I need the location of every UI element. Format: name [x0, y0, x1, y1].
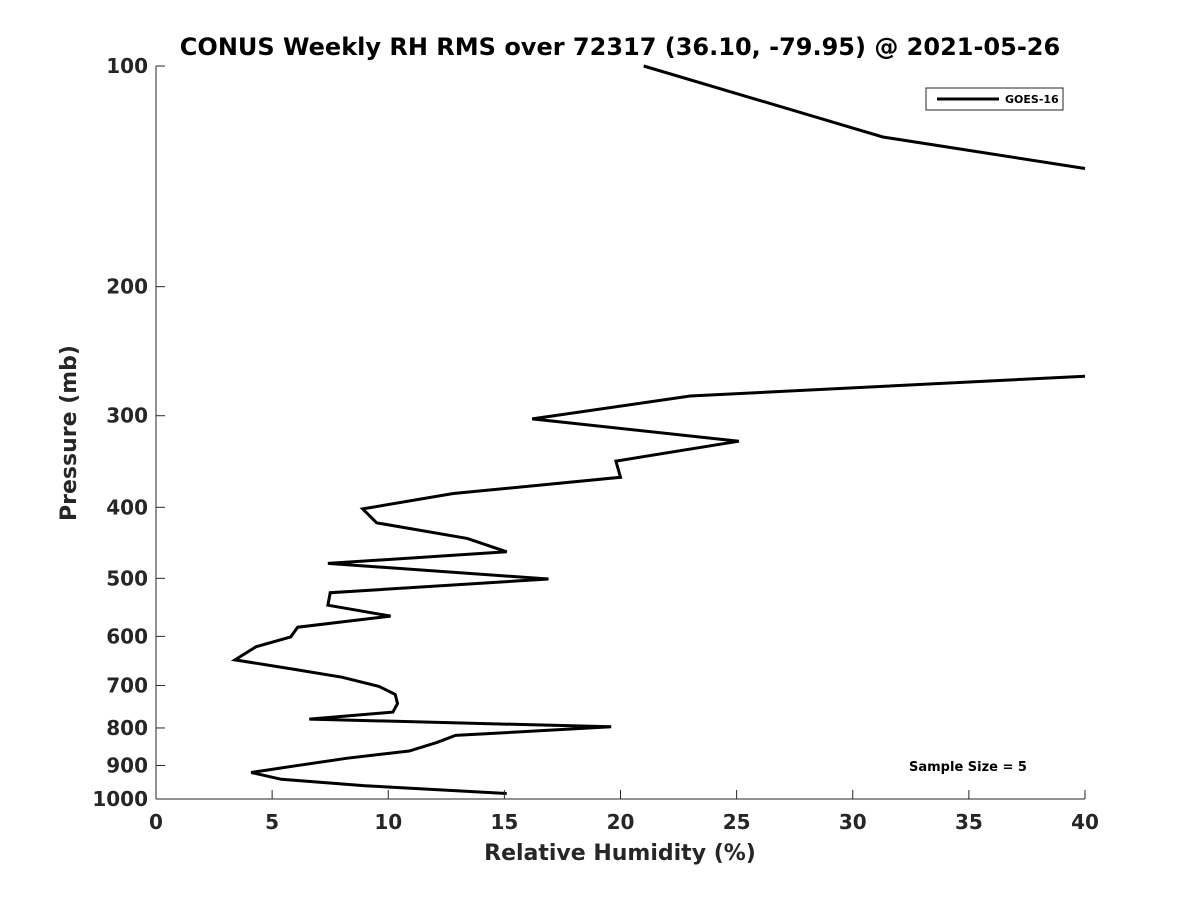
x-tick-label: 30 — [839, 810, 867, 834]
x-axis-label: Relative Humidity (%) — [484, 841, 756, 866]
x-ticks: 0 5 10 15 20 25 30 35 40 — [149, 790, 1099, 834]
y-tick-label: 500 — [106, 566, 148, 590]
y-tick-label: 900 — [106, 753, 148, 777]
sample-size-annotation: Sample Size = 5 — [909, 760, 1027, 775]
series-layer — [230, 64, 1086, 795]
y-tick-label: 400 — [106, 495, 148, 519]
y-tick-label: 100 — [106, 54, 148, 78]
y-ticks: 100 200 300 400 500 600 700 800 900 1000 — [92, 54, 165, 811]
y-tick-label: 600 — [106, 624, 148, 648]
chart-title: CONUS Weekly RH RMS over 72317 (36.10, -… — [180, 33, 1060, 61]
plot-background — [156, 66, 1085, 799]
y-axis-label: Pressure (mb) — [57, 345, 82, 521]
series-line-goes-16-segment-2 — [230, 374, 1086, 795]
x-tick-label: 20 — [607, 810, 635, 834]
x-tick-label: 25 — [723, 810, 751, 834]
x-tick-label: 10 — [374, 810, 402, 834]
y-tick-label: 700 — [106, 673, 148, 697]
legend-label-goes-16: GOES-16 — [1005, 93, 1059, 106]
x-tick-label: 15 — [490, 810, 518, 834]
x-tick-label: 0 — [149, 810, 163, 834]
legend: GOES-16 — [925, 87, 1064, 111]
series-line-goes-16-segment-1 — [643, 64, 1086, 170]
y-tick-label: 300 — [106, 404, 148, 428]
x-tick-label: 5 — [265, 810, 279, 834]
x-tick-label: 35 — [955, 810, 983, 834]
x-tick-label: 40 — [1071, 810, 1099, 834]
y-tick-label: 200 — [106, 275, 148, 299]
y-tick-label: 1000 — [92, 787, 148, 811]
y-tick-label: 800 — [106, 716, 148, 740]
plot-area — [155, 64, 1086, 800]
